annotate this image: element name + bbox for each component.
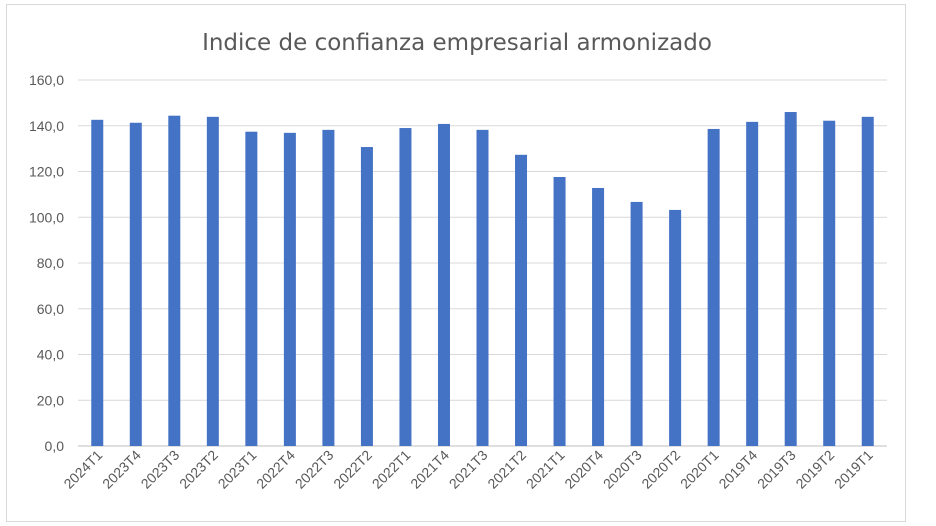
bar-2022T4 xyxy=(283,132,296,446)
bar-2020T2 xyxy=(669,209,682,446)
x-tick-label: 2019T1 xyxy=(831,447,876,492)
bar-2020T4 xyxy=(592,187,605,446)
y-tick-label: 140,0 xyxy=(29,118,64,134)
bar-2019T4 xyxy=(746,121,759,446)
bar-2021T4 xyxy=(437,123,450,447)
x-tick-label: 2024T1 xyxy=(60,447,105,492)
bar-2023T1 xyxy=(245,131,258,446)
x-tick-label: 2023T2 xyxy=(176,447,221,492)
y-tick-label: 40,0 xyxy=(37,347,64,363)
bar-2019T2 xyxy=(823,120,836,446)
x-tick-label: 2022T4 xyxy=(253,447,298,492)
x-axis-tick-labels: 2024T12023T42023T32023T22023T12022T42022… xyxy=(60,447,876,492)
bar-2021T1 xyxy=(553,176,566,447)
y-tick-label: 60,0 xyxy=(37,301,64,317)
bar-2020T3 xyxy=(630,201,643,446)
y-axis-tick-labels: 0,0 20,0 40,0 60,0 80,0 100,0 120,0 140,0 160,0 xyxy=(29,72,64,454)
x-tick-label: 2023T1 xyxy=(215,447,260,492)
x-tick-label: 2021T4 xyxy=(407,447,452,492)
x-tick-label: 2022T2 xyxy=(330,447,375,492)
x-tick-label: 2020T1 xyxy=(677,447,722,492)
bar-2024T1 xyxy=(91,119,104,447)
bar-2021T2 xyxy=(515,154,528,446)
bar-chart: Indice de confianza empresarial armoniza… xyxy=(29,30,887,492)
bar-2023T2 xyxy=(206,116,219,447)
bar-2022T3 xyxy=(322,129,335,446)
chart-title: Indice de confianza empresarial armoniza… xyxy=(202,30,712,56)
y-tick-label: 20,0 xyxy=(37,392,64,408)
x-tick-label: 2020T3 xyxy=(600,447,645,492)
y-tick-label: 80,0 xyxy=(37,255,64,271)
x-tick-label: 2021T2 xyxy=(484,447,529,492)
bar-2019T3 xyxy=(784,112,797,447)
x-tick-label: 2022T3 xyxy=(292,447,337,492)
bar-2022T1 xyxy=(399,128,412,446)
x-tick-label: 2021T3 xyxy=(446,447,491,492)
bar-2020T1 xyxy=(707,128,720,446)
y-tick-label: 120,0 xyxy=(29,164,64,180)
x-tick-label: 2020T2 xyxy=(638,447,683,492)
bars xyxy=(91,112,874,447)
x-tick-label: 2023T4 xyxy=(99,447,144,492)
y-tick-label: 160,0 xyxy=(29,72,64,88)
x-tick-label: 2019T2 xyxy=(792,447,837,492)
x-tick-label: 2019T4 xyxy=(715,447,760,492)
bar-2022T2 xyxy=(360,147,373,446)
y-tick-label: 0,0 xyxy=(45,438,65,454)
bar-2023T3 xyxy=(168,115,181,446)
bar-2023T4 xyxy=(129,122,142,447)
chart-frame: Indice de confianza empresarial armoniza… xyxy=(6,4,906,522)
bar-2019T1 xyxy=(861,116,874,447)
x-tick-label: 2020T4 xyxy=(561,447,606,492)
x-tick-label: 2019T3 xyxy=(754,447,799,492)
x-tick-label: 2023T3 xyxy=(138,447,183,492)
x-tick-label: 2021T1 xyxy=(523,447,568,492)
bar-2021T3 xyxy=(476,129,489,446)
y-tick-label: 100,0 xyxy=(29,209,64,225)
x-tick-label: 2022T1 xyxy=(369,447,414,492)
